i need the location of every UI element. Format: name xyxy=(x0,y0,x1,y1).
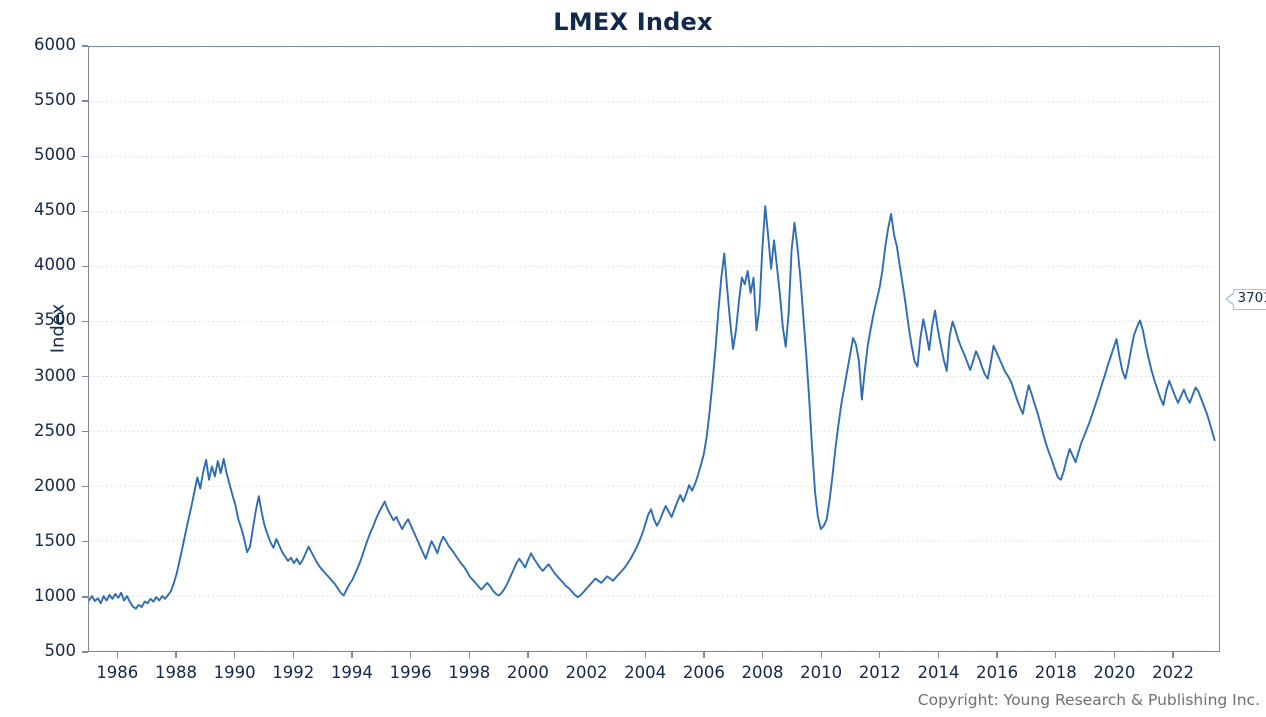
x-axis-tickmark-2014 xyxy=(937,652,940,658)
endpoint-callout: 3701 xyxy=(1225,287,1266,312)
x-axis-tickmark-2008 xyxy=(761,652,764,658)
y-axis-tickmark-1500 xyxy=(82,541,88,543)
y-axis-tick-6000: 6000 xyxy=(34,35,76,54)
x-axis-tickmark-1986 xyxy=(116,652,118,658)
x-axis-tick-2000: 2000 xyxy=(506,663,549,682)
plot-area xyxy=(88,46,1220,652)
x-axis-tick-1990: 1990 xyxy=(213,663,256,682)
y-axis-tick-3500: 3500 xyxy=(34,310,76,330)
x-axis-tickmark-2004 xyxy=(644,652,646,658)
x-axis-tickmark-1994 xyxy=(351,652,353,658)
y-axis-tickmark-5000 xyxy=(82,155,88,157)
x-axis-tickmark-2018 xyxy=(1055,652,1057,658)
x-axis-tick-2014: 2014 xyxy=(917,663,960,682)
x-axis-tickmark-2000 xyxy=(527,652,529,658)
x-axis-tick-2004: 2004 xyxy=(624,663,667,682)
y-axis-tickmark-500 xyxy=(82,651,88,653)
y-axis-tickmark-6000 xyxy=(82,45,88,47)
y-axis-tickmark-3000 xyxy=(82,375,88,378)
y-axis-tick-2000: 2000 xyxy=(34,475,76,495)
x-axis-tick-1998: 1998 xyxy=(448,663,491,682)
y-axis-tickmark-4500 xyxy=(82,210,88,212)
y-axis-tickmark-5500 xyxy=(82,100,88,102)
y-axis-tick-5000: 5000 xyxy=(34,145,76,165)
y-axis-tick-5500: 5500 xyxy=(34,90,76,110)
x-axis-tick-2010: 2010 xyxy=(800,663,843,682)
y-axis-tick-2500: 2500 xyxy=(34,420,76,440)
x-axis-tick-1996: 1996 xyxy=(389,663,432,682)
x-axis-tickmark-1990 xyxy=(233,652,236,658)
x-axis-tick-1992: 1992 xyxy=(272,663,315,682)
y-axis-tick-1500: 1500 xyxy=(34,530,76,550)
y-axis-tickmark-1000 xyxy=(82,596,88,598)
x-axis-tickmark-2012 xyxy=(879,652,881,658)
x-axis-tickmark-1992 xyxy=(292,652,294,658)
gridlines xyxy=(89,47,1219,651)
x-axis-tickmark-2010 xyxy=(820,652,822,658)
x-axis-tickmark-1996 xyxy=(409,652,412,658)
x-axis-tickmark-2002 xyxy=(585,652,588,658)
x-axis-tick-2012: 2012 xyxy=(858,663,901,682)
y-axis-tick-4000: 4000 xyxy=(34,255,76,275)
x-axis-tick-1986: 1986 xyxy=(96,663,139,682)
y-axis-tickmark-4000 xyxy=(82,265,88,267)
y-axis-tick-500: 500 xyxy=(44,641,77,660)
x-axis-tickmark-1998 xyxy=(468,652,470,658)
x-axis-tick-2018: 2018 xyxy=(1034,663,1077,682)
y-axis-tickmark-3500 xyxy=(82,320,88,323)
y-axis-tickmark-2500 xyxy=(82,430,88,433)
x-axis-tickmark-1988 xyxy=(175,652,177,658)
x-axis-tick-1994: 1994 xyxy=(330,663,373,682)
x-axis-tick-2022: 2022 xyxy=(1152,663,1195,682)
x-axis-tick-2002: 2002 xyxy=(565,663,608,682)
x-axis-tick-1988: 1988 xyxy=(154,663,197,682)
x-axis-tick-2008: 2008 xyxy=(741,663,784,682)
y-axis-tick-3000: 3000 xyxy=(34,365,76,385)
page-title: LMEX Index xyxy=(553,8,713,36)
endpoint-value-label: 3701 xyxy=(1232,289,1266,310)
y-axis-tickmark-2000 xyxy=(82,486,88,488)
x-axis-tickmark-2020 xyxy=(1113,652,1116,658)
x-axis-tickmark-2016 xyxy=(996,652,998,658)
copyright-notice: Copyright: Young Research & Publishing I… xyxy=(917,691,1260,709)
callout-arrow-icon xyxy=(1225,292,1234,307)
x-axis-tickmark-2006 xyxy=(703,652,705,658)
plot-inner xyxy=(89,47,1219,651)
x-axis-tick-2006: 2006 xyxy=(682,663,725,682)
x-axis-tickmark-2022 xyxy=(1172,652,1174,658)
x-axis-tick-2020: 2020 xyxy=(1093,663,1136,682)
y-axis-tick-4500: 4500 xyxy=(34,200,76,220)
x-axis-tick-2016: 2016 xyxy=(976,663,1019,682)
y-axis-tick-1000: 1000 xyxy=(34,585,76,605)
data-series-lmex-index xyxy=(89,47,1219,651)
